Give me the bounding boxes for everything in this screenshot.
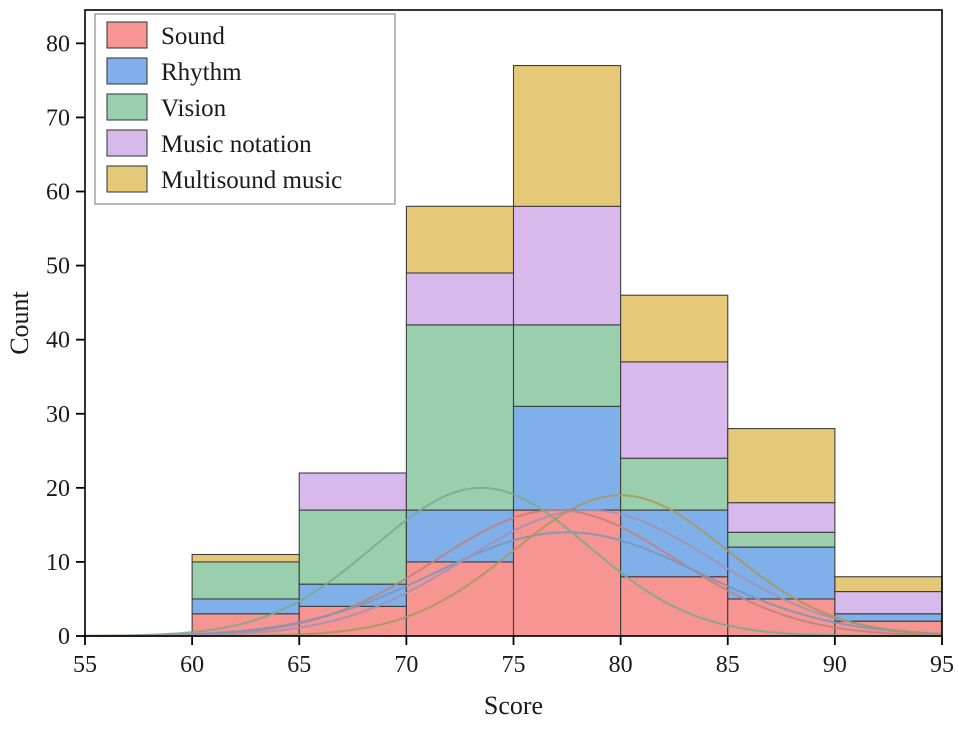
- bar-segment-vision: [620, 457, 729, 511]
- legend-item-multisound-music: Multisound music: [106, 165, 342, 194]
- bar-segment-rhythm: [191, 598, 300, 615]
- bar-segment-multisound-music: [727, 428, 836, 504]
- legend-item-sound: Sound: [106, 21, 225, 50]
- legend-item-vision: Vision: [106, 93, 227, 122]
- bar-segment-vision: [191, 561, 300, 600]
- x-tick-label: 70: [394, 652, 418, 678]
- bar-segment-sound: [727, 598, 836, 637]
- y-tick-label: 20: [46, 476, 70, 502]
- x-tick-label: 90: [823, 652, 847, 678]
- bar-segment-vision: [405, 324, 515, 511]
- distribution-curve-vision: [84, 486, 943, 637]
- x-tick-label: 80: [609, 652, 633, 678]
- bar-segment-multisound-music: [620, 294, 729, 363]
- legend-label: Music notation: [161, 131, 312, 158]
- legend-swatch: [106, 21, 148, 49]
- bar-segment-vision: [512, 324, 622, 407]
- y-tick-label: 0: [58, 624, 70, 650]
- legend-swatch: [106, 57, 148, 85]
- distribution-curve-sound: [84, 509, 943, 637]
- x-tick-label: 85: [716, 652, 740, 678]
- y-tick-label: 50: [46, 254, 70, 280]
- bar-segment-vision: [298, 509, 407, 585]
- distribution-curve-rhythm: [84, 531, 943, 637]
- bar-segment-music-notation: [727, 502, 836, 533]
- bar-segment-rhythm: [620, 509, 729, 578]
- y-tick-label: 60: [46, 180, 70, 206]
- x-tick-label: 60: [180, 652, 204, 678]
- legend-item-music-notation: Music notation: [106, 129, 312, 158]
- bars-layer: [191, 65, 943, 637]
- x-tick-label: 75: [502, 652, 526, 678]
- y-tick-label: 40: [46, 328, 70, 354]
- distribution-curve-music-notation: [84, 509, 943, 637]
- bar-segment-multisound-music: [405, 205, 515, 274]
- y-tick-label: 30: [46, 402, 70, 428]
- y-tick-label: 80: [46, 31, 70, 57]
- y-tick-label: 70: [46, 105, 70, 131]
- legend-swatch: [106, 129, 148, 157]
- y-axis-title: Count: [5, 290, 34, 354]
- bar-segment-music-notation: [405, 272, 515, 326]
- bar-segment-music-notation: [834, 591, 943, 615]
- legend-label: Sound: [161, 23, 225, 50]
- legend-swatch: [106, 165, 148, 193]
- legend-label: Rhythm: [161, 59, 242, 86]
- legend-swatch: [106, 93, 148, 121]
- y-tick-label: 10: [46, 550, 70, 576]
- x-axis-title: Score: [484, 691, 543, 720]
- bar-segment-rhythm: [512, 405, 622, 511]
- bar-segment-sound: [298, 605, 407, 637]
- bar-segment-multisound-music: [191, 553, 300, 563]
- legend-label: Vision: [161, 95, 227, 122]
- bar-segment-music-notation: [298, 472, 407, 511]
- bar-segment-multisound-music: [512, 65, 622, 207]
- bar-segment-multisound-music: [834, 576, 943, 593]
- x-tick-label: 65: [287, 652, 311, 678]
- bar-segment-rhythm: [834, 613, 943, 622]
- axes-layer: 55 60 65 70 75 80 85 90 95 0 10 20 30 40 50 60 70 80 Score…: [5, 9, 954, 720]
- x-tick-label: 55: [73, 652, 97, 678]
- legend-item-rhythm: Rhythm: [106, 57, 242, 86]
- x-tick-label: 95: [930, 652, 954, 678]
- bar-segment-sound: [512, 509, 622, 637]
- bar-segment-music-notation: [620, 361, 729, 459]
- bar-segment-vision: [727, 531, 836, 548]
- bar-segment-rhythm: [405, 509, 515, 563]
- legend-label: Multisound music: [161, 167, 342, 194]
- bar-segment-sound: [405, 561, 515, 637]
- legend: Sound Rhythm Vision Music notation Multisoun…: [94, 13, 396, 205]
- bar-segment-music-notation: [512, 205, 622, 326]
